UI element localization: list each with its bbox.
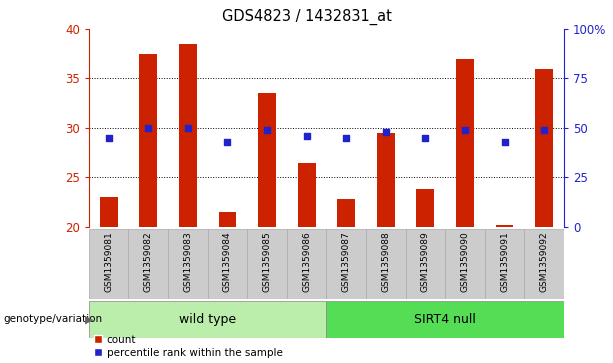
Bar: [219, 212, 237, 227]
Bar: [456, 59, 474, 227]
Bar: [377, 133, 395, 227]
Bar: [327, 229, 366, 299]
Legend: count, percentile rank within the sample: count, percentile rank within the sample: [94, 335, 283, 358]
Bar: [406, 229, 445, 299]
Point: [262, 127, 272, 133]
Bar: [139, 54, 157, 227]
Point: [539, 127, 549, 133]
Bar: [524, 229, 564, 299]
Bar: [366, 229, 406, 299]
Bar: [208, 229, 247, 299]
Text: GSM1359085: GSM1359085: [262, 232, 272, 292]
Text: GSM1359091: GSM1359091: [500, 232, 509, 292]
Text: GSM1359092: GSM1359092: [539, 232, 549, 292]
Point: [104, 135, 113, 141]
Bar: [247, 229, 287, 299]
Point: [302, 133, 311, 139]
Bar: [89, 301, 327, 338]
Text: ▶: ▶: [85, 314, 93, 325]
Bar: [298, 163, 316, 227]
Text: GDS4823 / 1432831_at: GDS4823 / 1432831_at: [221, 9, 392, 25]
Text: wild type: wild type: [179, 313, 236, 326]
Bar: [496, 225, 514, 227]
Bar: [485, 229, 524, 299]
Point: [421, 135, 430, 141]
Bar: [100, 197, 118, 227]
Point: [381, 129, 390, 135]
Text: GSM1359088: GSM1359088: [381, 232, 390, 292]
Text: GSM1359082: GSM1359082: [144, 232, 153, 292]
Point: [460, 127, 470, 133]
Bar: [258, 93, 276, 227]
Point: [223, 139, 232, 145]
Text: GSM1359086: GSM1359086: [302, 232, 311, 292]
Text: GSM1359083: GSM1359083: [183, 232, 192, 292]
Text: genotype/variation: genotype/variation: [3, 314, 102, 325]
Text: GSM1359084: GSM1359084: [223, 232, 232, 292]
Bar: [327, 301, 564, 338]
Point: [183, 125, 192, 131]
Text: GSM1359090: GSM1359090: [460, 232, 470, 292]
Point: [341, 135, 351, 141]
Bar: [168, 229, 208, 299]
Text: GSM1359089: GSM1359089: [421, 232, 430, 292]
Point: [500, 139, 509, 145]
Bar: [89, 229, 129, 299]
Bar: [416, 189, 434, 227]
Text: GSM1359087: GSM1359087: [341, 232, 351, 292]
Text: SIRT4 null: SIRT4 null: [414, 313, 476, 326]
Bar: [445, 229, 485, 299]
Bar: [337, 199, 355, 227]
Text: GSM1359081: GSM1359081: [104, 232, 113, 292]
Bar: [129, 229, 168, 299]
Bar: [287, 229, 327, 299]
Bar: [179, 44, 197, 227]
Bar: [535, 69, 553, 227]
Point: [143, 125, 153, 131]
